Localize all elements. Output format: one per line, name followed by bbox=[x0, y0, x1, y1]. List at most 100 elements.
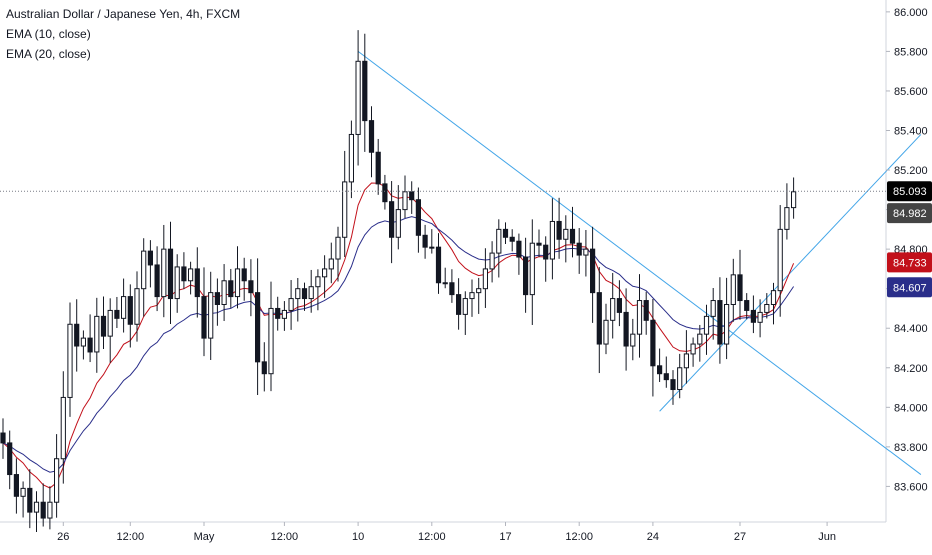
y-tick-label: 85.600 bbox=[894, 86, 928, 98]
candle bbox=[724, 304, 730, 345]
candle bbox=[543, 244, 549, 260]
price-badge-label: 84.733 bbox=[893, 257, 927, 269]
candle bbox=[181, 266, 187, 282]
candle bbox=[141, 250, 147, 290]
price-axis[interactable]: 86.00085.80085.60085.40085.20085.00084.8… bbox=[886, 7, 928, 494]
candle bbox=[489, 252, 495, 270]
candle bbox=[402, 191, 408, 211]
candle bbox=[777, 228, 783, 292]
candle bbox=[784, 207, 790, 230]
candle bbox=[47, 501, 53, 519]
candle bbox=[476, 288, 482, 294]
trendline[interactable] bbox=[357, 51, 922, 475]
candle bbox=[0, 432, 6, 444]
candle bbox=[234, 268, 241, 298]
candle bbox=[462, 298, 468, 315]
candle bbox=[529, 242, 535, 296]
price-badge-prev bbox=[887, 203, 932, 224]
candle bbox=[636, 300, 643, 335]
candle bbox=[703, 315, 710, 335]
candle bbox=[308, 286, 314, 300]
candle bbox=[261, 361, 267, 375]
candle bbox=[596, 292, 602, 345]
price-badge-label: 85.093 bbox=[893, 186, 927, 198]
candle bbox=[322, 268, 328, 278]
candle bbox=[516, 240, 522, 258]
candle bbox=[167, 248, 174, 300]
candle bbox=[409, 191, 415, 201]
candle bbox=[650, 319, 656, 367]
candle bbox=[576, 242, 582, 256]
x-tick-label: May bbox=[194, 531, 215, 543]
candle bbox=[342, 181, 348, 238]
candle bbox=[80, 337, 87, 347]
candle bbox=[154, 264, 160, 298]
time-axis[interactable]: 26 12:00 May 12:00 10 12:00 17 12:00 24 27 Jun bbox=[57, 522, 836, 543]
candle bbox=[40, 501, 46, 519]
chart-legend: Australian Dollar / Japanese Yen, 4h, FX… bbox=[6, 4, 240, 64]
candle bbox=[583, 248, 589, 256]
candle bbox=[730, 274, 736, 306]
candle bbox=[295, 288, 301, 300]
candle bbox=[429, 246, 435, 249]
candle bbox=[275, 307, 281, 319]
candle bbox=[603, 319, 609, 345]
candle bbox=[194, 268, 200, 298]
candle bbox=[710, 300, 716, 317]
x-tick-label: 27 bbox=[734, 531, 746, 543]
candle bbox=[549, 220, 555, 260]
candle bbox=[221, 280, 227, 306]
price-badges: 85.093 84.982 84.733 84.607 bbox=[887, 181, 932, 298]
ema20-line[interactable] bbox=[2, 216, 795, 473]
candle bbox=[67, 323, 73, 398]
candle bbox=[610, 298, 616, 321]
candle bbox=[201, 296, 207, 339]
price-badge-ema10 bbox=[887, 252, 932, 273]
ema10-legend[interactable]: EMA (10, close) bbox=[6, 27, 91, 41]
candle bbox=[415, 199, 421, 236]
y-tick-label: 84.800 bbox=[894, 244, 928, 256]
candle bbox=[523, 256, 529, 296]
candle bbox=[496, 228, 502, 254]
candle bbox=[717, 300, 723, 345]
candle bbox=[328, 258, 334, 270]
candle bbox=[556, 220, 562, 240]
candle bbox=[54, 458, 60, 503]
candle bbox=[683, 353, 689, 369]
symbol-title[interactable]: Australian Dollar / Japanese Yen, 4h, FX… bbox=[6, 7, 241, 21]
x-tick-label: 10 bbox=[352, 531, 364, 543]
candle bbox=[435, 246, 442, 284]
candle bbox=[335, 236, 341, 260]
candle bbox=[422, 234, 428, 248]
candle bbox=[563, 228, 569, 240]
candle bbox=[623, 311, 629, 347]
y-tick-label: 83.600 bbox=[894, 481, 928, 493]
candle bbox=[375, 151, 381, 185]
x-tick-label: 12:00 bbox=[271, 531, 299, 543]
candle bbox=[281, 309, 287, 319]
candle bbox=[33, 501, 40, 513]
y-tick-label: 83.800 bbox=[894, 442, 928, 454]
candle bbox=[744, 300, 750, 311]
ema20-legend[interactable]: EMA (20, close) bbox=[6, 47, 91, 61]
candle bbox=[791, 191, 797, 209]
candle bbox=[590, 248, 596, 294]
candle bbox=[750, 309, 756, 323]
candle bbox=[315, 276, 321, 288]
candle bbox=[7, 442, 13, 476]
candle bbox=[536, 242, 542, 246]
candle bbox=[616, 298, 622, 313]
y-tick-label: 85.800 bbox=[894, 46, 928, 58]
candle bbox=[482, 268, 488, 290]
candle bbox=[20, 487, 26, 497]
candle bbox=[228, 280, 234, 298]
candle bbox=[174, 266, 180, 300]
candle bbox=[127, 296, 133, 325]
trendline-layer[interactable] bbox=[357, 51, 922, 475]
x-tick-label: 17 bbox=[499, 531, 511, 543]
candle bbox=[107, 309, 113, 337]
candle bbox=[449, 282, 455, 296]
trendline[interactable] bbox=[659, 134, 922, 412]
